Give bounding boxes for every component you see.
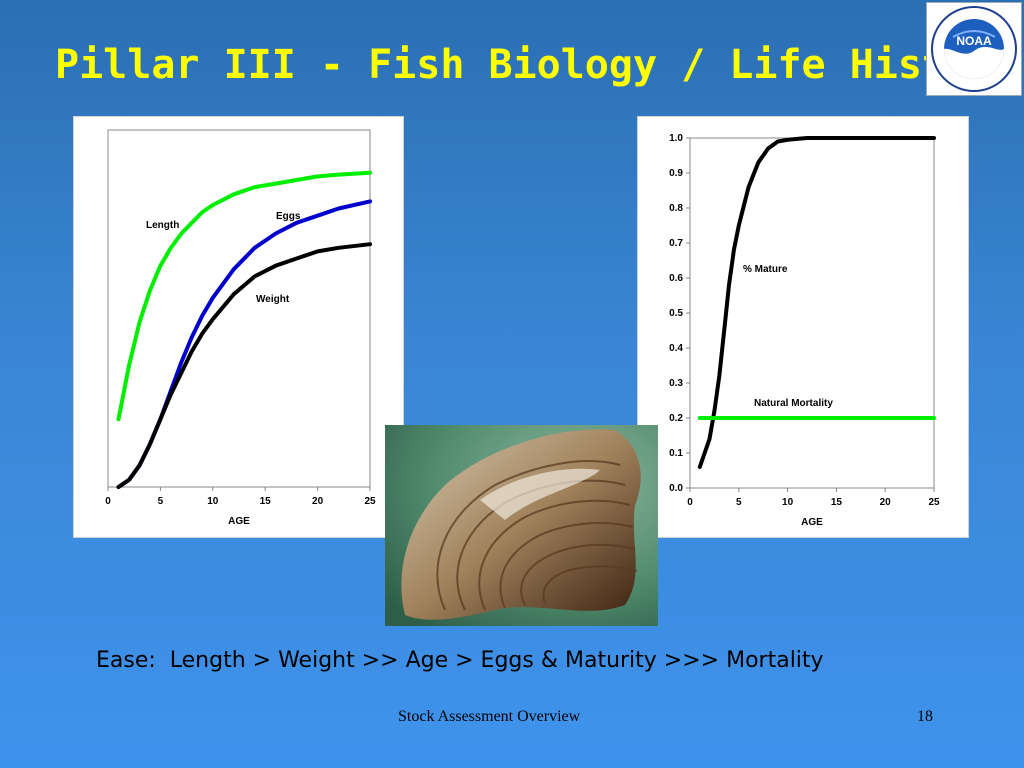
x-tick-label: 20 [312,496,324,507]
growth-chart: 0 5 10 15 20 25 AGE Length Eggs Weight [73,116,404,538]
y-tick-label: 0.1 [669,448,683,459]
x-tick-label: 25 [364,496,376,507]
otolith-photo [385,425,658,626]
x-tick-label: 25 [928,497,940,508]
x-axis-label: AGE [801,517,823,528]
series-label: Weight [256,294,290,305]
series-label: Natural Mortality [754,398,833,409]
growth-chart-svg: 0 5 10 15 20 25 AGE Length Eggs Weight [105,129,376,527]
x-tick-label: 0 [105,496,111,507]
noaa-logo-text: NOAA [956,34,992,48]
y-tick-label: 1.0 [669,133,683,144]
plot-frame [107,129,371,488]
series-line-length [116,170,372,422]
x-tick-label: 10 [207,496,219,507]
y-tick-label: 0.4 [669,343,683,354]
ease-ranking-text: Ease: Length > Weight >> Age > Eggs & Ma… [96,648,824,673]
otolith-image [385,425,658,626]
y-tick-label: 0.7 [669,238,683,249]
series-line-weight [116,242,372,489]
y-tick-label: 0.2 [669,413,683,424]
x-tick-label: 10 [782,497,794,508]
maturity-chart-svg: 0 5 10 15 20 25 0.0 0.1 0.2 0.3 0.4 0.5 0.6 0.7 0.8 0.9… [669,133,940,528]
y-tick-label: 0.0 [669,483,683,494]
x-tick-label: 20 [880,497,892,508]
x-tick-label: 0 [687,497,693,508]
x-axis-label: AGE [228,516,250,527]
x-tick-label: 15 [831,497,843,508]
series-label: % Mature [743,264,788,275]
series-label: Length [146,220,179,231]
series-label: Eggs [276,211,301,222]
y-tick-label: 0.9 [669,168,683,179]
x-tick-label: 5 [736,497,742,508]
slide-title: Pillar III - Fish Biology / Life History [55,42,1019,88]
y-tick-label: 0.6 [669,273,683,284]
y-tick-label: 0.5 [669,308,683,319]
noaa-emblem-icon: NOAA [931,6,1017,92]
page-number: 18 [917,708,933,725]
noaa-logo: NOAA [926,2,1022,96]
series-line-eggs [116,199,372,489]
y-tick-label: 0.8 [669,203,683,214]
series-line-mature [697,136,936,469]
x-tick-label: 15 [260,496,272,507]
y-tick-label: 0.3 [669,378,683,389]
footer-text: Stock Assessment Overview [398,708,581,725]
x-tick-label: 5 [158,496,164,507]
maturity-chart: 0 5 10 15 20 25 0.0 0.1 0.2 0.3 0.4 0.5 0.6 0.7 0.8 0.9… [637,116,969,538]
